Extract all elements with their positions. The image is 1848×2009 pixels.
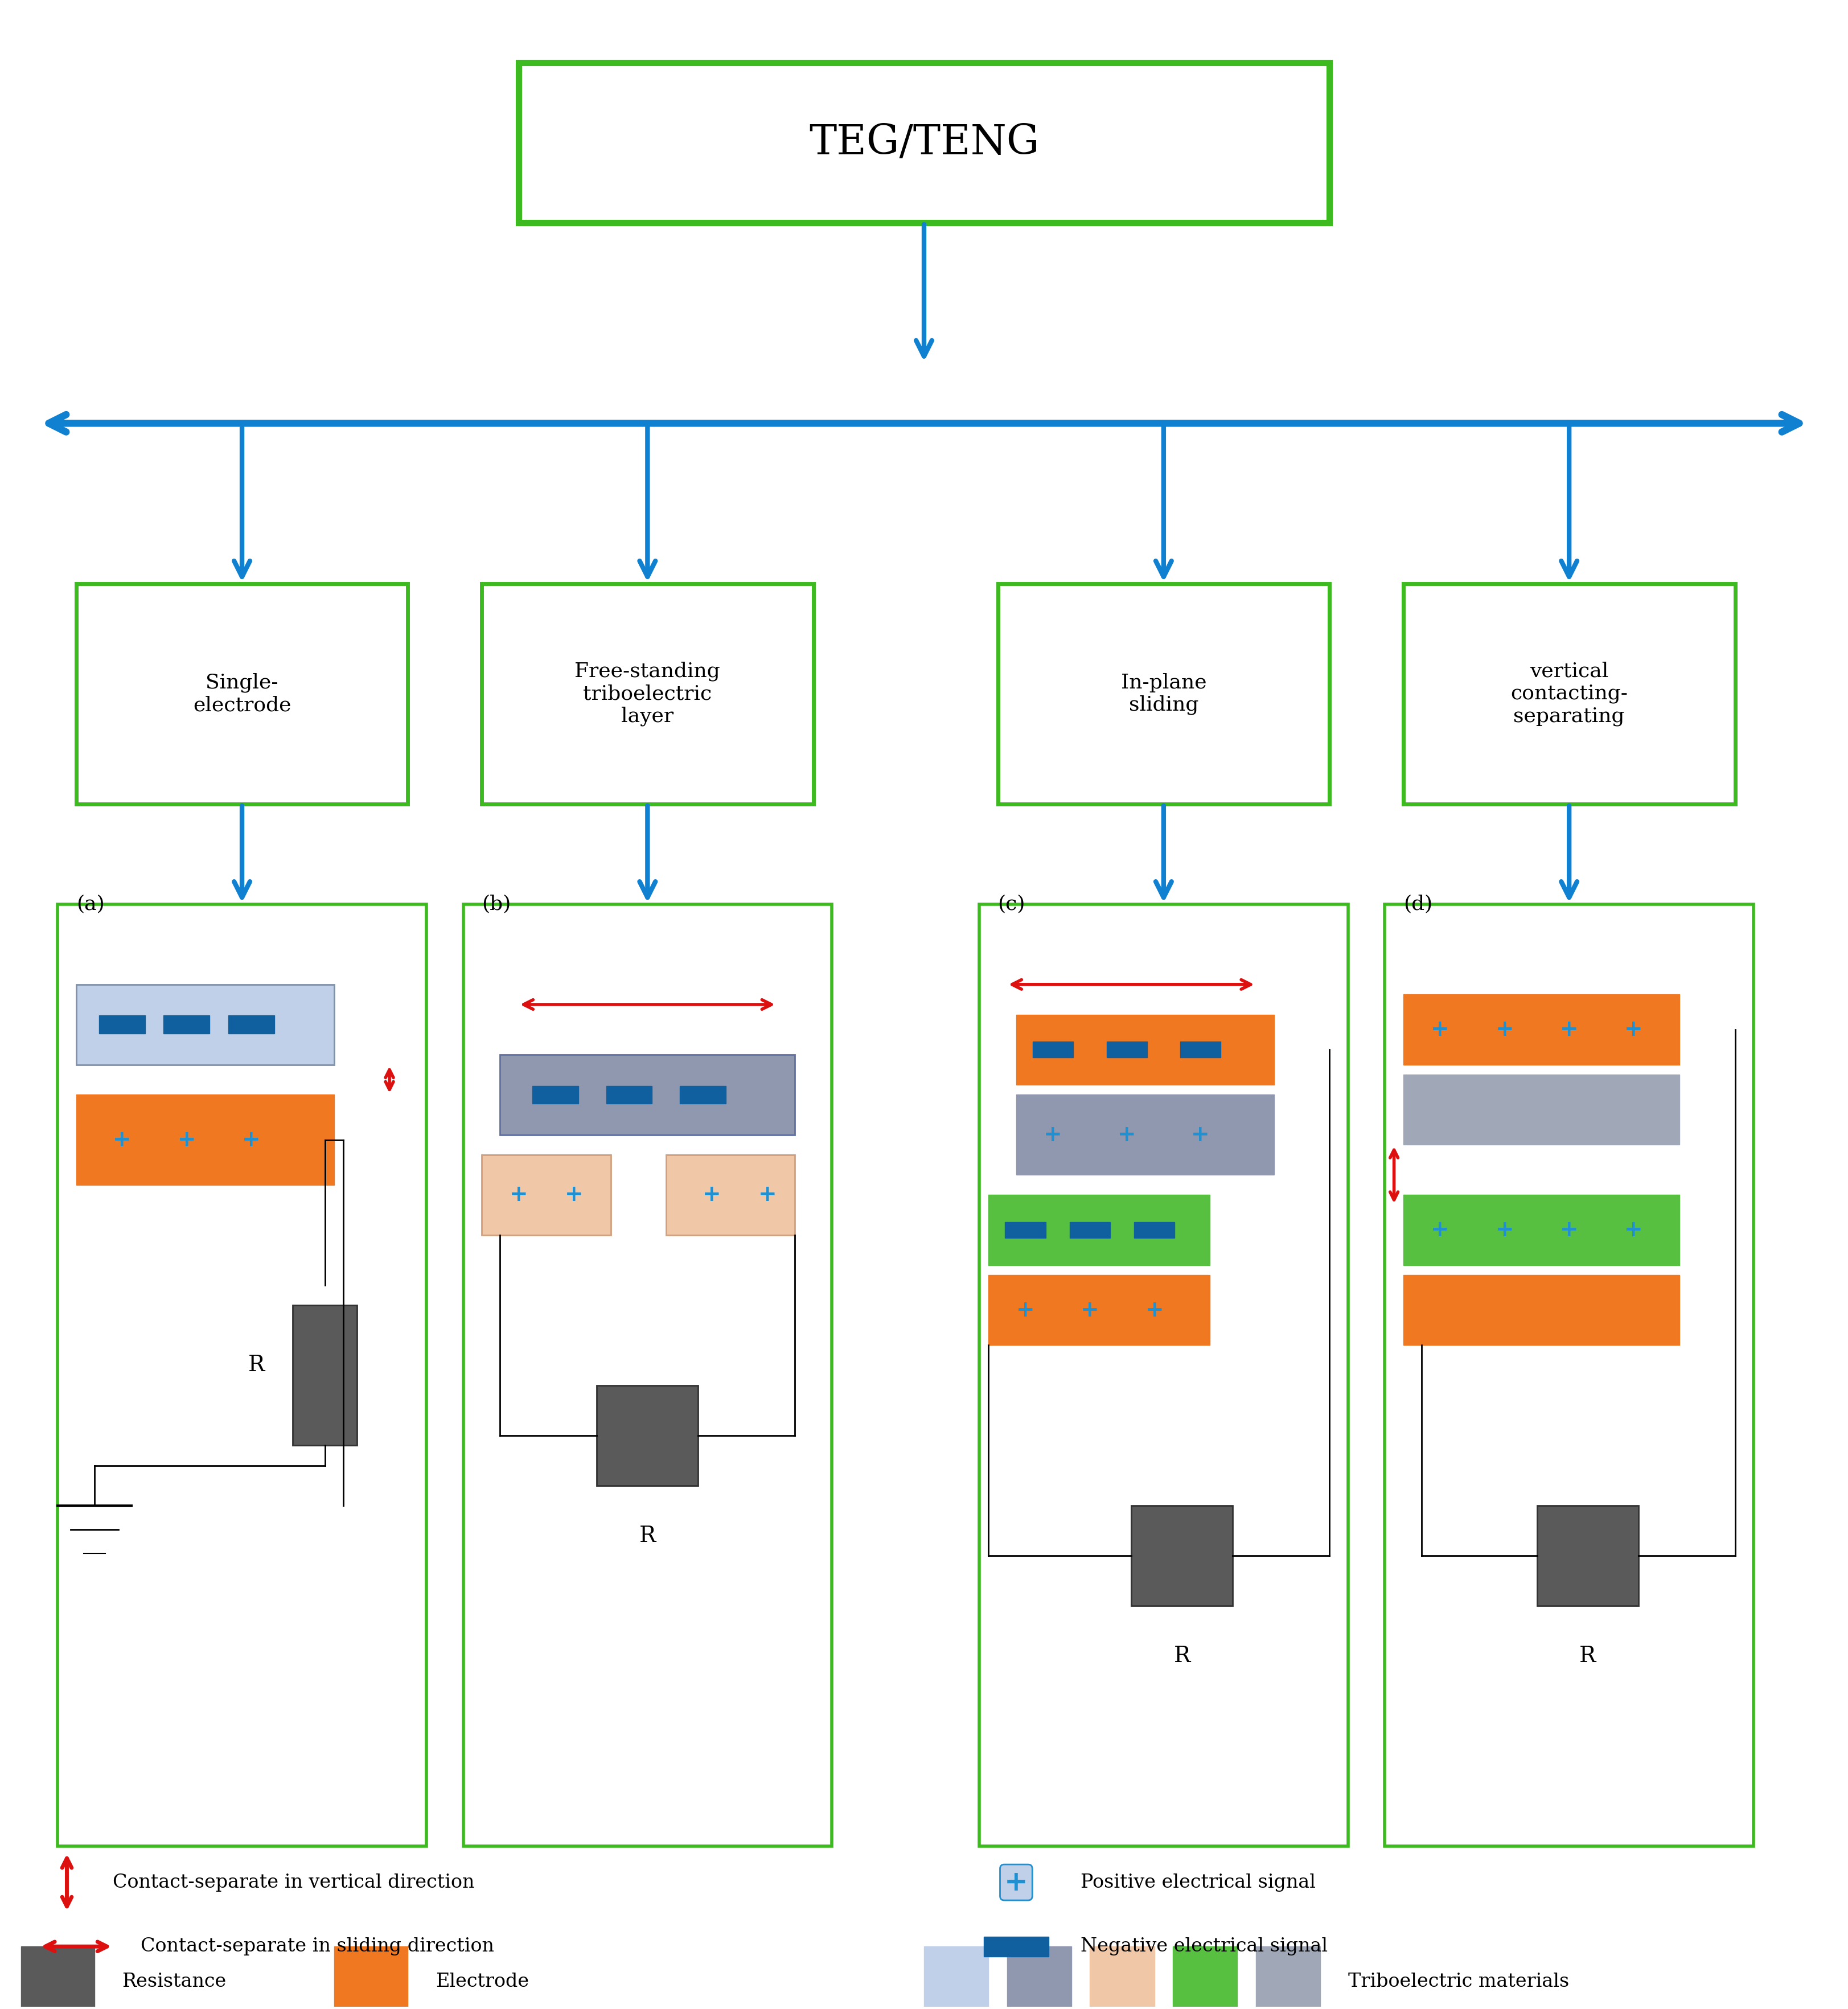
Text: +: + (1624, 1019, 1643, 1041)
FancyBboxPatch shape (998, 583, 1329, 804)
Text: R: R (1580, 1645, 1597, 1667)
FancyBboxPatch shape (292, 1306, 357, 1444)
Text: +: + (1560, 1219, 1578, 1242)
FancyBboxPatch shape (665, 1155, 795, 1236)
FancyBboxPatch shape (501, 1055, 795, 1135)
FancyBboxPatch shape (1257, 1947, 1319, 2009)
Text: Contact-separate in vertical direction: Contact-separate in vertical direction (113, 1872, 475, 1892)
FancyBboxPatch shape (20, 1947, 94, 2009)
FancyBboxPatch shape (597, 1386, 699, 1485)
Text: Free-standing
triboelectric
layer: Free-standing triboelectric layer (575, 661, 721, 725)
Text: +: + (1044, 1123, 1063, 1145)
FancyBboxPatch shape (680, 1085, 726, 1103)
FancyBboxPatch shape (57, 904, 427, 1846)
FancyBboxPatch shape (1403, 583, 1735, 804)
Text: +: + (1624, 1219, 1643, 1242)
Text: In-plane
sliding: In-plane sliding (1120, 673, 1207, 715)
FancyBboxPatch shape (1007, 1947, 1072, 2009)
FancyBboxPatch shape (482, 1155, 610, 1236)
FancyBboxPatch shape (989, 1195, 1210, 1266)
Text: (c): (c) (998, 894, 1026, 914)
Text: +: + (758, 1183, 776, 1205)
Text: R: R (639, 1525, 656, 1547)
FancyBboxPatch shape (1403, 1276, 1680, 1346)
Text: +: + (242, 1129, 261, 1151)
FancyBboxPatch shape (532, 1085, 578, 1103)
Text: +: + (510, 1183, 529, 1205)
FancyBboxPatch shape (1384, 904, 1754, 1846)
Text: vertical
contacting-
separating: vertical contacting- separating (1510, 661, 1628, 725)
Text: Contact-separate in sliding direction: Contact-separate in sliding direction (140, 1937, 493, 1955)
FancyBboxPatch shape (924, 1947, 989, 2009)
FancyBboxPatch shape (464, 904, 832, 1846)
Text: TEG/TENG: TEG/TENG (809, 123, 1039, 163)
Text: (b): (b) (482, 894, 510, 914)
FancyBboxPatch shape (100, 1015, 146, 1033)
FancyBboxPatch shape (1181, 1041, 1222, 1057)
FancyBboxPatch shape (1005, 1221, 1046, 1238)
Text: +: + (1146, 1300, 1164, 1322)
Text: +: + (1016, 1300, 1035, 1322)
FancyBboxPatch shape (227, 1015, 274, 1033)
Text: +: + (1495, 1019, 1514, 1041)
Text: +: + (1430, 1019, 1449, 1041)
Text: Electrode: Electrode (436, 1973, 529, 1991)
Text: Triboelectric materials: Triboelectric materials (1347, 1973, 1569, 1991)
FancyBboxPatch shape (606, 1085, 652, 1103)
FancyBboxPatch shape (1016, 1095, 1275, 1175)
Text: +: + (177, 1129, 196, 1151)
FancyBboxPatch shape (1090, 1947, 1155, 2009)
Text: +: + (1430, 1219, 1449, 1242)
Text: +: + (1081, 1300, 1100, 1322)
FancyBboxPatch shape (1403, 994, 1680, 1065)
FancyBboxPatch shape (1135, 1221, 1175, 1238)
FancyBboxPatch shape (1403, 1075, 1680, 1145)
Text: Positive electrical signal: Positive electrical signal (1081, 1872, 1316, 1892)
FancyBboxPatch shape (1016, 1015, 1275, 1085)
Text: +: + (564, 1183, 584, 1205)
FancyBboxPatch shape (979, 904, 1347, 1846)
Text: +: + (1118, 1123, 1137, 1145)
Text: +: + (702, 1183, 721, 1205)
FancyBboxPatch shape (1131, 1505, 1233, 1605)
FancyBboxPatch shape (76, 984, 334, 1065)
FancyBboxPatch shape (1173, 1947, 1238, 2009)
Text: Resistance: Resistance (122, 1973, 227, 1991)
Text: R: R (1173, 1645, 1190, 1667)
Text: +: + (1192, 1123, 1210, 1145)
FancyBboxPatch shape (76, 1095, 334, 1185)
FancyBboxPatch shape (164, 1015, 209, 1033)
Text: +: + (1495, 1219, 1514, 1242)
Text: +: + (1003, 1868, 1027, 1896)
Text: (a): (a) (76, 894, 105, 914)
FancyBboxPatch shape (1070, 1221, 1111, 1238)
FancyBboxPatch shape (1033, 1041, 1074, 1057)
FancyBboxPatch shape (1538, 1505, 1639, 1605)
FancyBboxPatch shape (1107, 1041, 1148, 1057)
Text: Single-
electrode: Single- electrode (192, 673, 292, 715)
Text: +: + (1560, 1019, 1578, 1041)
Text: R: R (248, 1354, 264, 1376)
Text: (d): (d) (1403, 894, 1432, 914)
FancyBboxPatch shape (519, 62, 1329, 223)
FancyBboxPatch shape (482, 583, 813, 804)
FancyBboxPatch shape (334, 1947, 408, 2009)
Text: Negative electrical signal: Negative electrical signal (1081, 1937, 1329, 1955)
FancyBboxPatch shape (989, 1276, 1210, 1346)
Text: +: + (113, 1129, 131, 1151)
FancyBboxPatch shape (1403, 1195, 1680, 1266)
FancyBboxPatch shape (983, 1937, 1048, 1957)
FancyBboxPatch shape (76, 583, 408, 804)
